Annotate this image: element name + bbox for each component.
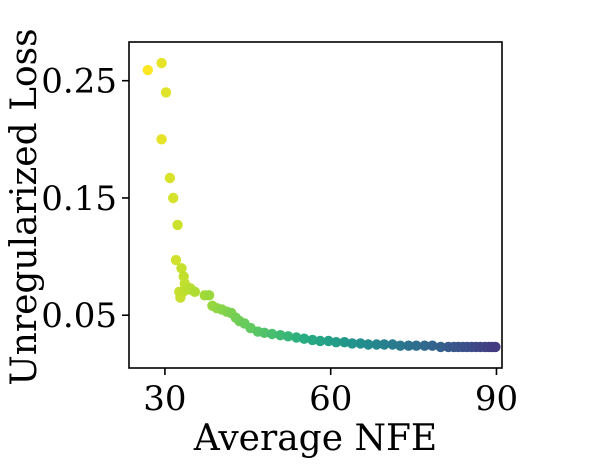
data-point <box>435 341 446 353</box>
data-point <box>490 341 501 353</box>
data-point <box>156 134 167 145</box>
plot-frame <box>128 41 503 369</box>
data-point <box>266 328 278 340</box>
data-point <box>164 172 176 184</box>
x-axis-ticks: 30 60 90 <box>143 368 518 419</box>
data-point <box>156 57 167 69</box>
data-point <box>331 337 342 348</box>
y-tick-label: 0.05 <box>41 296 117 336</box>
y-tick-label: 0.25 <box>41 62 117 102</box>
y-axis-ticks: 0.05 0.15 0.25 <box>41 62 129 336</box>
data-point <box>172 219 183 231</box>
data-point <box>411 340 422 351</box>
data-point <box>427 340 438 351</box>
x-tick-label: 60 <box>309 379 352 419</box>
data-point <box>347 338 358 349</box>
data-point <box>189 286 200 297</box>
data-point <box>339 337 350 348</box>
y-axis-label: Unregularized Loss <box>4 28 45 385</box>
data-point <box>275 330 286 341</box>
data-point <box>259 327 270 338</box>
data-point <box>403 340 414 351</box>
data-point <box>160 87 172 98</box>
data-point <box>307 334 318 346</box>
x-tick-label: 90 <box>475 379 518 419</box>
data-point <box>291 332 302 343</box>
data-point <box>363 339 374 350</box>
data-point <box>315 335 326 347</box>
data-point <box>203 290 215 301</box>
data-point <box>323 335 334 347</box>
data-point <box>395 340 406 351</box>
x-axis-label: Average NFE <box>193 418 437 459</box>
data-point <box>371 339 382 350</box>
x-tick-label: 30 <box>143 379 186 419</box>
data-point <box>170 254 182 266</box>
data-point <box>299 333 310 344</box>
data-point <box>168 192 179 204</box>
y-tick-label: 0.15 <box>41 179 117 219</box>
data-point <box>282 331 294 342</box>
data-point <box>176 263 187 274</box>
data-point <box>355 338 366 349</box>
data-point <box>419 340 430 351</box>
data-point <box>379 339 390 350</box>
data-point <box>142 64 153 76</box>
data-point <box>387 339 398 350</box>
data-points <box>142 57 501 353</box>
